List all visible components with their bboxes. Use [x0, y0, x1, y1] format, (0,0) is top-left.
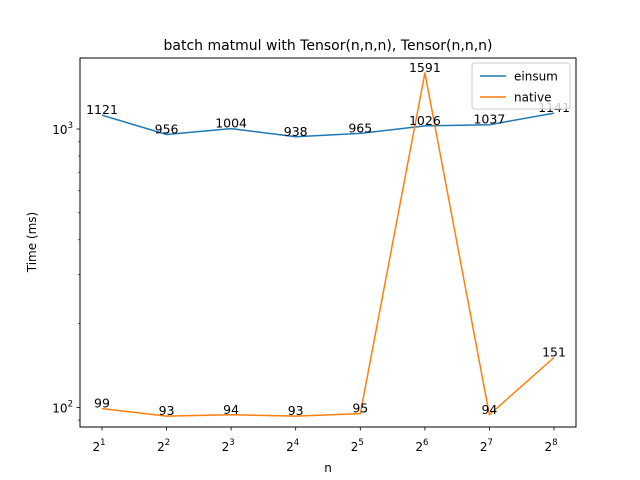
data-label-native-1: 93 — [159, 403, 175, 418]
chart-title: batch matmul with Tensor(n,n,n), Tensor(… — [163, 38, 492, 54]
x-axis: 21 22 23 24 25 26 27 28 — [92, 427, 558, 454]
data-label-einsum-3: 938 — [284, 124, 308, 139]
data-label-einsum-5: 1026 — [409, 113, 441, 128]
data-label-native-0: 99 — [94, 396, 110, 411]
x-tick-label-3: 24 — [286, 438, 299, 454]
data-label-einsum-0: 1121 — [86, 102, 118, 117]
series-line-einsum — [101, 112, 555, 138]
data-label-native-4: 95 — [352, 401, 368, 416]
x-axis-label: n — [324, 461, 332, 475]
legend-label-native: native — [514, 91, 551, 105]
y-axis-label: Time (ms) — [25, 212, 39, 274]
data-label-native-6: 94 — [481, 402, 497, 417]
legend-label-einsum: einsum — [514, 70, 558, 84]
x-tick-label-0: 21 — [92, 438, 105, 454]
y-tick-label-0: 102 — [52, 399, 73, 415]
x-tick-label-7: 28 — [544, 438, 557, 454]
data-label-einsum-1: 956 — [155, 122, 179, 137]
data-label-native-5: 1591 — [409, 60, 441, 75]
x-tick-label-2: 23 — [222, 438, 235, 454]
data-label-native-2: 94 — [223, 402, 239, 417]
data-label-native-3: 93 — [288, 403, 304, 418]
x-tick-label-5: 26 — [415, 438, 428, 454]
data-label-einsum-6: 1037 — [473, 112, 505, 127]
data-label-einsum-4: 965 — [348, 120, 372, 135]
x-tick-label-1: 22 — [157, 438, 170, 454]
series-line-native — [101, 72, 555, 417]
y-axis: 102 103 — [52, 121, 80, 421]
x-tick-label-4: 25 — [351, 438, 364, 454]
y-tick-label-1: 103 — [52, 121, 73, 137]
plot-area — [79, 57, 577, 428]
data-label-einsum-2: 1004 — [215, 116, 247, 131]
data-labels: 1121956100493896510261037114199939493951… — [86, 60, 570, 418]
series-layer — [101, 72, 555, 417]
x-tick-label-6: 27 — [480, 438, 493, 454]
legend: einsum native — [471, 62, 571, 110]
data-label-native-7: 151 — [542, 345, 566, 360]
